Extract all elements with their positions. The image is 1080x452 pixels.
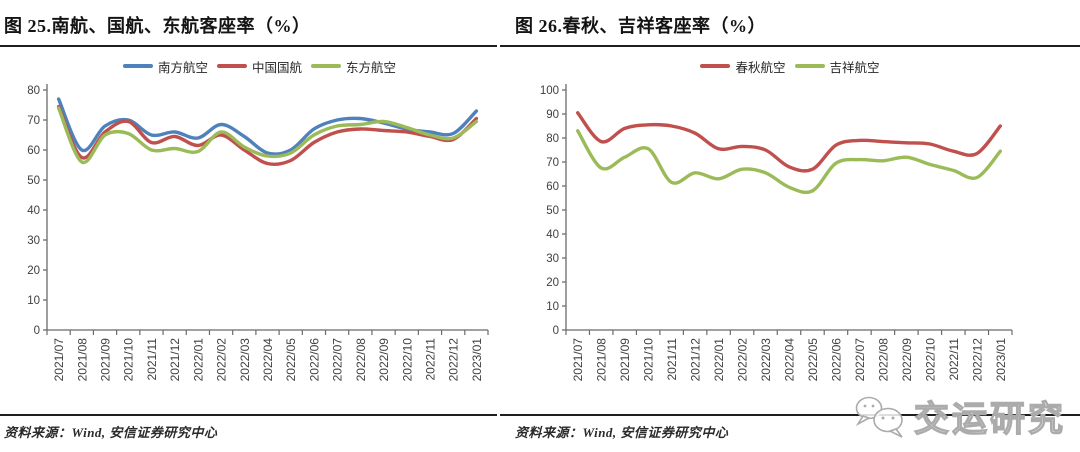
y-tick-label: 20	[27, 265, 40, 277]
legend-swatch	[311, 64, 341, 68]
x-tick-label: 2021/11	[145, 338, 159, 381]
series-line	[56, 106, 479, 165]
y-tick-label: 30	[27, 235, 40, 247]
x-tick-label: 2021/12	[168, 338, 182, 382]
x-tick-label: 2021/10	[642, 338, 656, 382]
figure-26-title-row: 图 26.春秋、吉祥客座率（%）	[500, 4, 1080, 47]
figure-25-source: 资料来源：Wind, 安信证券研究中心	[4, 425, 218, 440]
y-tick-label: 40	[27, 205, 40, 217]
figure-25-source-row: 资料来源：Wind, 安信证券研究中心	[0, 414, 497, 442]
legend-swatch	[794, 64, 825, 68]
x-tick-label: 2022/03	[238, 338, 252, 382]
y-tick-label: 100	[540, 85, 559, 97]
x-tick-label: 2021/07	[571, 338, 585, 382]
legend-label: 东方航空	[346, 60, 397, 75]
x-tick-label: 2021/10	[122, 338, 136, 382]
figure-26-title: 图 26.春秋、吉祥客座率（%）	[515, 16, 766, 36]
y-tick-label: 20	[546, 277, 559, 289]
x-tick-label: 2021/11	[665, 338, 679, 381]
y-tick-label: 50	[27, 175, 40, 187]
x-tick-label: 2021/08	[595, 338, 609, 382]
figure-26-legend: 春秋航空 吉祥航空	[500, 56, 1080, 76]
legend-item: 中国国航	[216, 57, 302, 76]
y-tick-label: 90	[546, 109, 559, 121]
x-tick-label: 2022/12	[447, 338, 461, 382]
legend-swatch	[216, 64, 247, 68]
legend-label: 南方航空	[157, 60, 208, 75]
x-tick-label: 2021/07	[52, 338, 66, 382]
y-tick-label: 10	[27, 295, 40, 307]
y-tick-label: 70	[27, 115, 40, 127]
x-tick-label: 2022/10	[923, 338, 937, 382]
y-tick-label: 60	[27, 145, 40, 157]
series-line	[56, 104, 479, 166]
figure-26-source-row: 资料来源：Wind, 安信证券研究中心	[500, 414, 1080, 442]
x-tick-label: 2022/03	[759, 338, 773, 382]
figure-25-title: 图 25.南航、国航、东航客座率（%）	[4, 16, 311, 36]
legend-item: 南方航空	[122, 57, 208, 76]
x-tick-label: 2022/02	[215, 338, 229, 382]
x-tick-label: 2022/04	[783, 338, 797, 382]
legend-label: 春秋航空	[735, 60, 786, 75]
y-tick-label: 30	[546, 253, 559, 265]
x-tick-label: 2021/09	[99, 338, 113, 382]
y-tick-label: 10	[546, 301, 559, 313]
x-tick-label: 2023/01	[994, 338, 1008, 382]
x-tick-label: 2022/09	[900, 338, 914, 382]
x-tick-label: 2023/01	[470, 338, 484, 382]
x-tick-label: 2022/04	[261, 338, 275, 382]
x-tick-label: 2021/08	[75, 338, 89, 382]
series-line	[56, 97, 479, 156]
x-tick-label: 2022/01	[191, 338, 205, 382]
report-figures-page: 图 25.南航、国航、东航客座率（%） 南方航空 中国国航 东方航空 0 10 20 30…	[0, 4, 1080, 442]
figure-25-panel: 图 25.南航、国航、东航客座率（%） 南方航空 中国国航 东方航空 0 10 20 30…	[0, 4, 497, 442]
x-tick-label: 2021/09	[618, 338, 632, 382]
y-tick-label: 80	[27, 85, 40, 97]
x-tick-label: 2022/12	[970, 338, 984, 382]
y-tick-label: 0	[553, 325, 559, 337]
x-tick-label: 2022/10	[400, 338, 414, 382]
legend-item: 东方航空	[311, 57, 396, 76]
x-tick-label: 2022/09	[377, 338, 391, 382]
x-tick-label: 2022/01	[712, 338, 726, 382]
figure-25-legend: 南方航空 中国国航 东方航空	[0, 56, 497, 76]
legend-label: 中国国航	[251, 60, 302, 75]
y-tick-label: 40	[546, 229, 559, 241]
x-tick-label: 2022/05	[806, 338, 820, 382]
x-tick-label: 2022/02	[736, 338, 750, 382]
y-tick-label: 80	[546, 133, 559, 145]
x-tick-label: 2022/08	[354, 338, 368, 382]
legend-swatch	[122, 64, 153, 68]
legend-item: 春秋航空	[700, 57, 786, 76]
x-tick-label: 2022/07	[853, 338, 867, 382]
x-tick-label: 2022/06	[307, 338, 321, 382]
x-tick-label: 2022/11	[423, 338, 437, 381]
figure-26-panel: 图 26.春秋、吉祥客座率（%） 春秋航空 吉祥航空 0 10 20 30 40 50 60 7…	[500, 4, 1080, 442]
legend-item: 吉祥航空	[794, 57, 880, 76]
y-tick-label: 60	[546, 181, 559, 193]
legend-swatch	[700, 64, 731, 68]
series-line	[576, 111, 1002, 173]
x-tick-label: 2021/12	[689, 338, 703, 382]
x-tick-label: 2022/06	[829, 338, 843, 382]
y-tick-label: 70	[546, 157, 559, 169]
x-tick-label: 2022/08	[876, 338, 890, 382]
x-tick-label: 2022/05	[284, 338, 298, 382]
legend-label: 吉祥航空	[829, 60, 880, 75]
figure-26-chart: 0 10 20 30 40 50 60 70 80 90 100 2021/07 2021/08 2021…	[540, 84, 1013, 382]
y-tick-label: 50	[546, 205, 559, 217]
figure-25-chart: 0 10 20 30 40 50 60 70 80 2021/07 2021/08 2021/09 20…	[27, 84, 489, 382]
figure-26-source: 资料来源：Wind, 安信证券研究中心	[515, 425, 729, 440]
x-tick-label: 2022/07	[331, 338, 345, 382]
y-tick-label: 0	[34, 325, 40, 337]
x-tick-label: 2022/11	[947, 338, 961, 381]
figure-25-title-row: 图 25.南航、国航、东航客座率（%）	[0, 4, 497, 47]
series-line	[576, 129, 1002, 195]
